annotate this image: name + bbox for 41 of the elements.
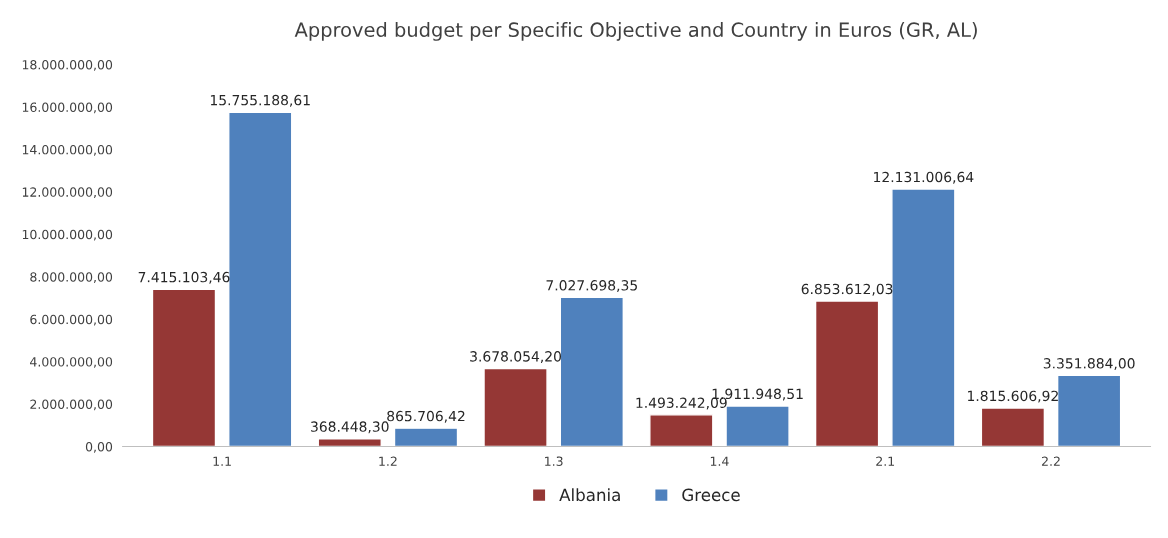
y-tick-label: 0,00 <box>85 442 113 453</box>
legend-label: Albania <box>559 488 620 502</box>
legend-label: Greece <box>682 488 740 502</box>
bar <box>151 288 217 447</box>
data-label: 1.815.606,92 <box>968 390 1058 403</box>
x-tick-label: 1.3 <box>545 456 563 466</box>
y-tick-label: 16.000.000,00 <box>22 102 113 114</box>
bar <box>814 300 880 447</box>
y-tick-label: 4.000.000,00 <box>30 357 113 368</box>
y-tick-label: 10.000.000,00 <box>22 229 113 241</box>
x-tick-label: 1.1 <box>213 456 231 466</box>
data-label: 368.448,30 <box>311 421 389 434</box>
x-tick-label: 2.2 <box>1041 456 1060 466</box>
bar <box>1056 374 1122 447</box>
bar <box>559 296 624 447</box>
data-label: 12.131.006,64 <box>874 171 974 184</box>
y-tick-label: 14.000.000,00 <box>22 144 113 156</box>
data-label: 6.853.612,03 <box>801 283 893 296</box>
y-tick-label: 6.000.000,00 <box>30 314 113 326</box>
x-tick-label: 2.1 <box>876 456 895 466</box>
bar <box>980 407 1046 447</box>
x-tick-label: 1.2 <box>379 456 397 466</box>
y-tick-label: 8.000.000,00 <box>30 272 113 283</box>
bar <box>483 367 548 447</box>
bar <box>393 427 459 447</box>
data-label: 3.351.884,00 <box>1043 358 1135 370</box>
y-tick-label: 18.000.000,00 <box>22 60 113 71</box>
bar <box>317 438 382 447</box>
bar <box>891 188 956 447</box>
x-tick-label: 1.4 <box>710 456 729 466</box>
data-label: 7.415.103,46 <box>138 271 230 284</box>
data-label: 15.755.188,61 <box>210 94 310 107</box>
bar <box>725 405 790 447</box>
y-tick-label: 12.000.000,00 <box>22 187 113 199</box>
chart-title: Approved budget per Specific Objective and Country in Euros (GR, AL) <box>294 22 977 41</box>
data-label: 3.678.054,20 <box>470 351 561 364</box>
bar <box>649 414 714 447</box>
bar <box>228 111 293 447</box>
data-label: 865.706,42 <box>387 410 465 423</box>
y-tick-label: 2.000.000,00 <box>30 399 113 411</box>
data-label: 7.027.698,35 <box>546 280 637 292</box>
